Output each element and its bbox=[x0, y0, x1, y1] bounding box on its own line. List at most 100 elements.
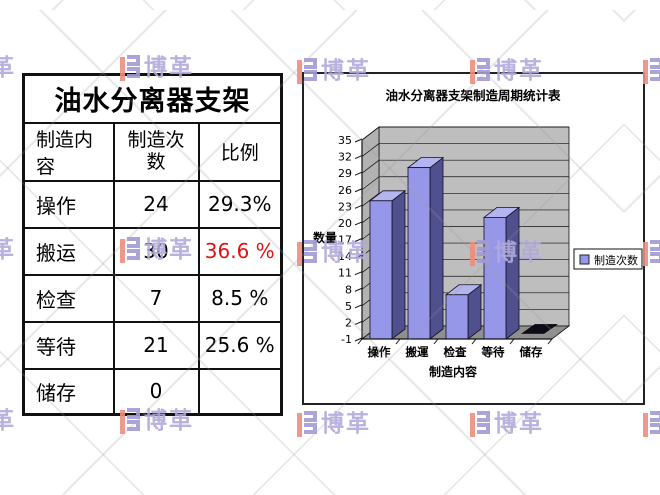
boge-watermark: 博革 bbox=[643, 58, 660, 84]
table-row: 储存 0 bbox=[22, 367, 283, 416]
y-tick bbox=[354, 337, 363, 342]
gridline-side bbox=[361, 126, 380, 141]
bar-2 bbox=[445, 294, 469, 340]
col-header-count: 制造次数 bbox=[112, 121, 200, 182]
row-count: 0 bbox=[112, 367, 200, 416]
row-count: 24 bbox=[112, 179, 200, 229]
y-tick-label: 11 bbox=[338, 267, 352, 280]
row-count: 30 bbox=[112, 226, 200, 276]
row-label: 操作 bbox=[22, 179, 115, 229]
boge-watermark: 博革 bbox=[470, 411, 544, 437]
y-tick bbox=[354, 238, 363, 242]
y-tick-label: 32 bbox=[338, 151, 352, 164]
row-ratio: 25.6 % bbox=[197, 320, 283, 370]
y-tick-label: 8 bbox=[345, 283, 352, 296]
chart-title: 油水分离器支架制造周期统计表 bbox=[385, 88, 561, 103]
y-tick-label: -1 bbox=[341, 333, 352, 346]
table-title: 油水分离器支架 bbox=[22, 73, 283, 124]
bar-1 bbox=[407, 167, 431, 340]
gridline-side bbox=[361, 159, 380, 174]
gridline-side bbox=[361, 143, 380, 157]
y-tick-label: 20 bbox=[338, 217, 352, 230]
y-tick-label: 26 bbox=[338, 184, 352, 197]
row-ratio bbox=[197, 367, 283, 416]
boge-brand-text: 博革 bbox=[494, 411, 544, 437]
row-label: 搬运 bbox=[22, 226, 115, 276]
y-tick bbox=[354, 304, 363, 309]
boge-logo-icon bbox=[643, 58, 660, 84]
row-label: 储存 bbox=[22, 367, 115, 416]
legend: 制造次数 bbox=[573, 248, 643, 270]
bar-zero-4 bbox=[521, 324, 558, 334]
x-tick bbox=[433, 338, 439, 345]
boge-brand-text: 博革 bbox=[0, 408, 16, 434]
boge-watermark: 博革 bbox=[0, 408, 16, 434]
y-tick bbox=[354, 155, 363, 160]
bar-side-1 bbox=[429, 156, 444, 340]
y-tick-label: 35 bbox=[338, 134, 352, 147]
boge-logo-icon bbox=[297, 411, 317, 437]
y-tick-label: 23 bbox=[338, 200, 352, 213]
y-tick bbox=[354, 204, 363, 209]
boge-watermark: 博革 bbox=[0, 237, 16, 263]
x-axis-title: 制造内容 bbox=[429, 364, 477, 379]
y-tick bbox=[354, 171, 363, 176]
y-tick-label: 29 bbox=[338, 167, 352, 180]
bar-3 bbox=[483, 216, 507, 340]
y-tick-label: 14 bbox=[338, 250, 352, 263]
bar-0 bbox=[369, 200, 393, 340]
boge-logo-icon bbox=[643, 411, 660, 437]
category-label: 储存 bbox=[520, 345, 543, 359]
y-tick bbox=[354, 138, 363, 143]
category-label: 搬運 bbox=[406, 345, 429, 359]
x-tick bbox=[471, 338, 477, 345]
category-label: 操作 bbox=[368, 345, 391, 359]
row-ratio: 29.3% bbox=[197, 179, 283, 229]
boge-watermark: 博革 bbox=[643, 411, 660, 437]
gridline-side bbox=[361, 193, 380, 207]
y-axis-title: 数量 bbox=[313, 230, 337, 245]
boge-watermark: 博革 bbox=[0, 55, 16, 81]
gridline-side bbox=[361, 176, 380, 191]
boge-brand-text: 博革 bbox=[0, 237, 16, 263]
row-label: 检查 bbox=[22, 273, 115, 323]
y-tick bbox=[354, 271, 363, 276]
table-row: 检查 7 8.5 % bbox=[22, 273, 283, 323]
boge-logo-icon bbox=[470, 411, 490, 437]
y-tick-label: 17 bbox=[338, 234, 352, 247]
cycle-bar-chart: 油水分离器支架制造周期统计表 35 32 29 26 23 20 17 14 11 8 5 2 -1 操作… bbox=[313, 88, 643, 379]
y-tick bbox=[354, 221, 363, 226]
col-header-content: 制造内容 bbox=[22, 121, 115, 182]
category-label: 检查 bbox=[444, 345, 467, 359]
row-count: 7 bbox=[112, 273, 200, 323]
bar-side-3 bbox=[505, 206, 520, 340]
x-tick bbox=[395, 338, 401, 345]
col-header-ratio: 比例 bbox=[197, 121, 283, 182]
legend-marker-icon bbox=[579, 254, 590, 265]
boge-watermark: 博革 bbox=[297, 411, 371, 437]
y-tick-label: 2 bbox=[345, 316, 352, 329]
y-tick bbox=[354, 188, 363, 193]
row-label: 等待 bbox=[22, 320, 115, 370]
boge-watermark: 博革 bbox=[643, 240, 660, 266]
boge-brand-text: 博革 bbox=[321, 411, 371, 437]
x-tick bbox=[547, 338, 553, 345]
y-tick bbox=[354, 254, 363, 259]
boge-brand-text: 博革 bbox=[0, 55, 16, 81]
bar-side-0 bbox=[391, 189, 406, 340]
x-tick bbox=[509, 338, 515, 345]
category-label: 等待 bbox=[481, 345, 505, 359]
y-tick bbox=[354, 320, 363, 325]
row-ratio: 8.5 % bbox=[197, 273, 283, 323]
legend-label: 制造次数 bbox=[594, 253, 638, 267]
boge-logo-icon bbox=[643, 240, 660, 266]
cycle-chart-panel: 油水分离器支架制造周期统计表 35 32 29 26 23 20 17 14 11 8 5 2 -1 操作… bbox=[302, 72, 645, 405]
plot-area: 35 32 29 26 23 20 17 14 11 8 5 2 -1 操作 搬運 检查 等待 储存 bbox=[338, 126, 571, 359]
x-tick bbox=[357, 338, 363, 345]
y-tick-label: 5 bbox=[345, 300, 352, 313]
row-ratio-highlighted: 36.6 % bbox=[197, 226, 283, 276]
table-row: 等待 21 25.6 % bbox=[22, 320, 283, 370]
y-tick bbox=[354, 287, 363, 292]
row-count: 21 bbox=[112, 320, 200, 370]
process-statistics-table: 油水分离器支架 制造内容 制造次数 比例 操作 24 29.3% 搬运 30 3… bbox=[22, 73, 283, 416]
